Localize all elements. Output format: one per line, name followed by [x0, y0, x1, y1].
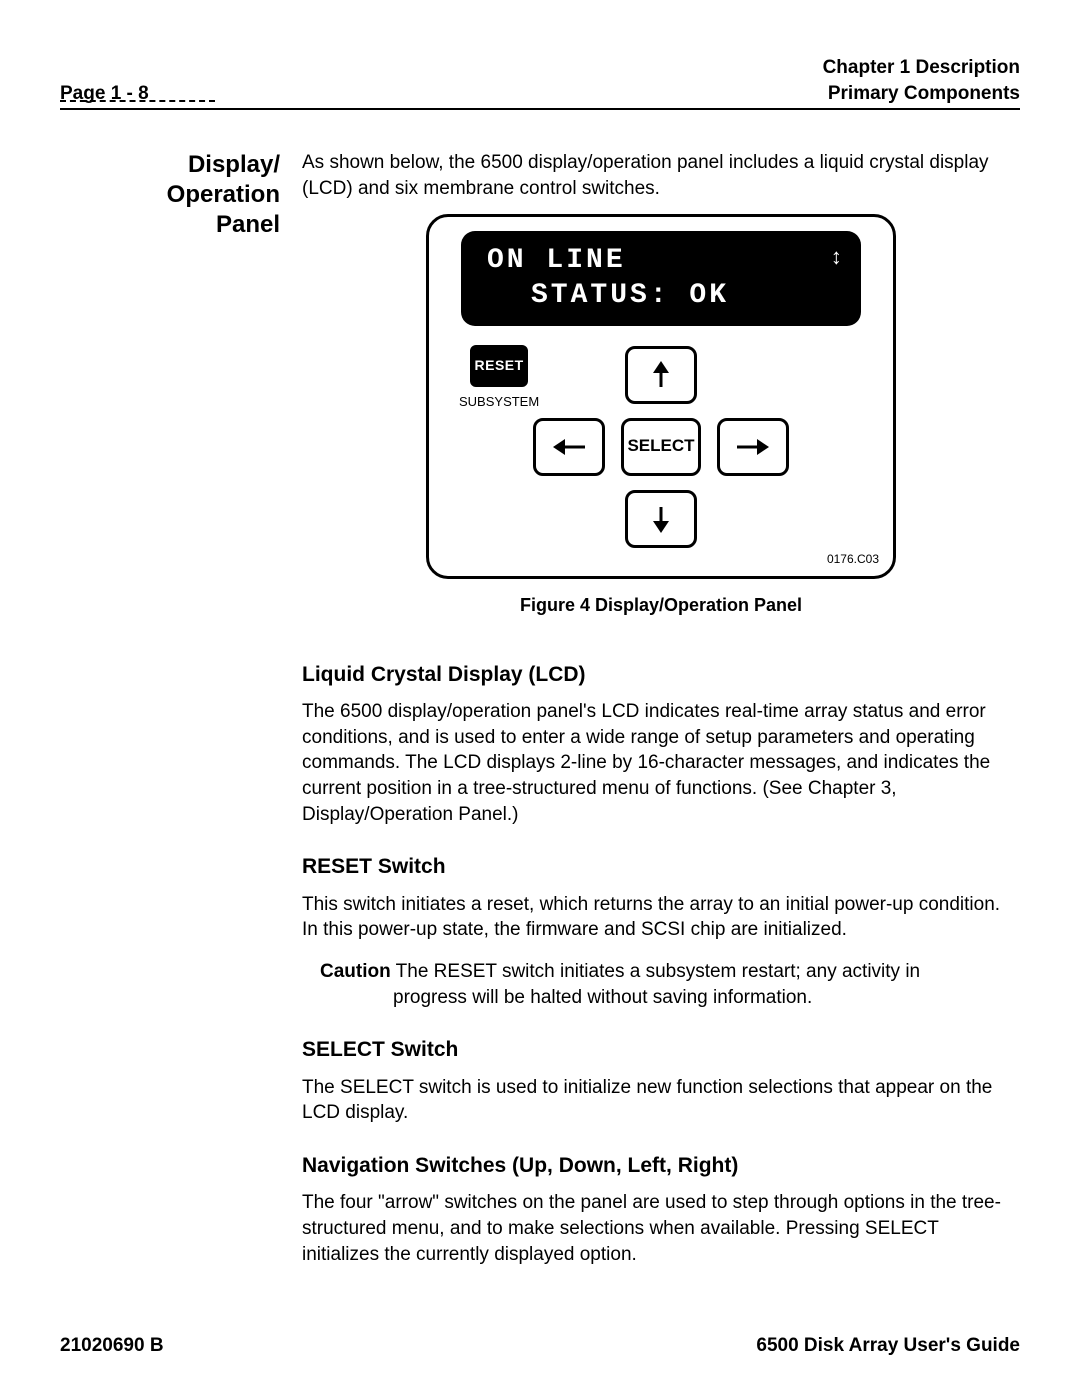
margin-heading: Display/ Operation Panel	[60, 150, 280, 240]
arrow-left-icon	[549, 431, 589, 463]
right-button[interactable]	[717, 418, 789, 476]
section-lcd-title: Liquid Crystal Display (LCD)	[302, 661, 1020, 689]
section-lcd: Liquid Crystal Display (LCD) The 6500 di…	[302, 661, 1020, 828]
dashed-rule	[60, 100, 215, 102]
figure-code: 0176.C03	[827, 551, 879, 567]
operation-panel: ON LINE STATUS: OK ↕ RESET SUBSYSTEM	[426, 214, 896, 579]
lcd-line-2: STATUS: OK	[487, 278, 843, 313]
updown-icon: ↕	[830, 245, 843, 273]
section-reset: RESET Switch This switch initiates a res…	[302, 853, 1020, 1010]
margin-heading-l2: Operation	[167, 181, 280, 208]
section-nav-title: Navigation Switches (Up, Down, Left, Rig…	[302, 1152, 1020, 1180]
section-nav-body: The four "arrow" switches on the panel a…	[302, 1190, 1020, 1267]
intro-paragraph: As shown below, the 6500 display/operati…	[302, 150, 1020, 201]
figure-panel: ON LINE STATUS: OK ↕ RESET SUBSYSTEM	[302, 214, 1020, 617]
margin-heading-l1: Display/	[188, 151, 280, 178]
lcd-line-1: ON LINE	[487, 243, 843, 278]
up-button[interactable]	[625, 346, 697, 404]
section-reset-body: This switch initiates a reset, which ret…	[302, 892, 1020, 943]
caution-block: Caution The RESET switch initiates a sub…	[320, 959, 1020, 1010]
section-select: SELECT Switch The SELECT switch is used …	[302, 1036, 1020, 1126]
arrow-up-icon	[641, 359, 681, 391]
section-title: Primary Components	[823, 81, 1020, 107]
section-nav: Navigation Switches (Up, Down, Left, Rig…	[302, 1152, 1020, 1267]
section-select-title: SELECT Switch	[302, 1036, 1020, 1064]
caution-label: Caution	[320, 961, 391, 982]
footer-doc-number: 21020690 B	[60, 1333, 164, 1359]
chapter-block: Chapter 1 Description Primary Components	[823, 55, 1020, 106]
left-button[interactable]	[533, 418, 605, 476]
margin-heading-l3: Panel	[216, 211, 280, 238]
select-button[interactable]: SELECT	[621, 418, 701, 476]
figure-caption: Figure 4 Display/Operation Panel	[520, 593, 802, 617]
section-select-body: The SELECT switch is used to initialize …	[302, 1075, 1020, 1126]
page-footer: 21020690 B 6500 Disk Array User's Guide	[60, 1333, 1020, 1359]
reset-button[interactable]: RESET	[470, 345, 528, 387]
keypad: SELECT	[521, 346, 801, 556]
chapter-title: Chapter 1 Description	[823, 55, 1020, 81]
section-reset-title: RESET Switch	[302, 853, 1020, 881]
page-number: Page 1 - 8	[60, 81, 149, 107]
footer-doc-title: 6500 Disk Array User's Guide	[756, 1333, 1020, 1359]
down-button[interactable]	[625, 490, 697, 548]
section-lcd-body: The 6500 display/operation panel's LCD i…	[302, 699, 1020, 827]
caution-line2: progress will be halted without saving i…	[393, 985, 1020, 1011]
lcd-screen: ON LINE STATUS: OK ↕	[461, 231, 861, 326]
arrow-down-icon	[641, 503, 681, 535]
caution-line1: The RESET switch initiates a subsystem r…	[391, 961, 920, 982]
arrow-right-icon	[733, 431, 773, 463]
